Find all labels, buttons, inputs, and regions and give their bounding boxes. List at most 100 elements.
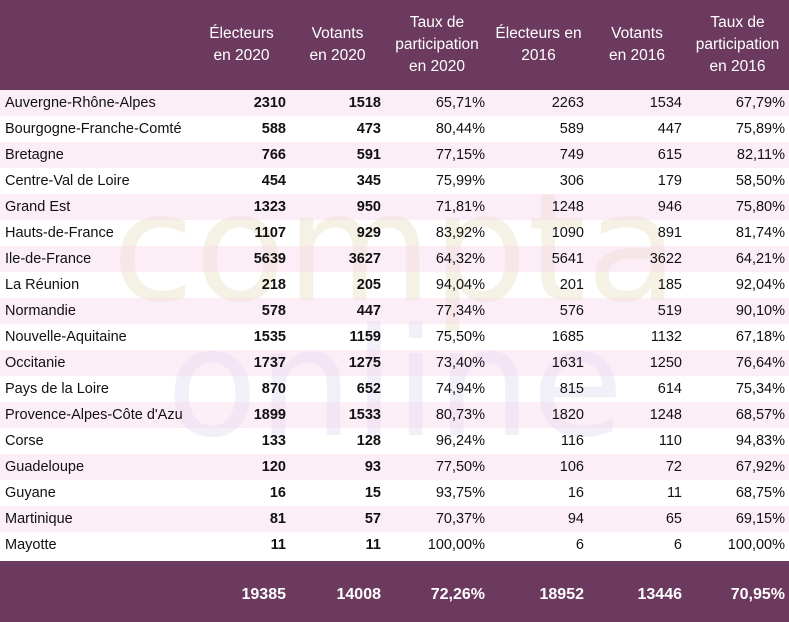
cell-region: Occitanie: [5, 355, 66, 371]
cell-votants-2016: 615: [657, 147, 682, 163]
cell-taux-2016: 90,10%: [735, 303, 785, 319]
cell-taux-2016: 100,00%: [727, 537, 785, 553]
cell-taux-2016: 68,57%: [735, 407, 785, 423]
total-region: [0, 561, 193, 622]
table-row: Corse 133 128 96,24% 116 110 94,83%: [0, 428, 789, 454]
header-votants-2020: Votants en 2020: [309, 25, 366, 64]
cell-region: Auvergne-Rhône-Alpes: [5, 95, 156, 111]
cell-votants-2020: 950: [356, 199, 381, 215]
cell-region: Bourgogne-Franche-Comté: [5, 121, 182, 137]
cell-region: Normandie: [5, 303, 76, 319]
table-row: Guyane 16 15 93,75% 16 11 68,75%: [0, 480, 789, 506]
cell-taux-2020: 77,50%: [435, 459, 485, 475]
cell-taux-2016: 67,18%: [735, 329, 785, 345]
cell-electeurs-2020: 1737: [253, 355, 286, 371]
header-electeurs-2020: Électeurs en 2020: [209, 25, 274, 64]
cell-electeurs-2020: 1535: [253, 329, 286, 345]
cell-votants-2020: 11: [365, 537, 381, 553]
spacer-row: [0, 558, 789, 561]
cell-region: Nouvelle-Aquitaine: [5, 329, 127, 345]
cell-taux-2016: 58,50%: [735, 173, 785, 189]
cell-electeurs-2016: 5641: [551, 251, 584, 267]
cell-electeurs-2016: 749: [559, 147, 584, 163]
cell-votants-2020: 205: [356, 277, 381, 293]
cell-votants-2016: 1132: [650, 329, 682, 345]
header-votants-2016: Votants en 2016: [608, 25, 666, 64]
total-votants-2020: 14008: [336, 585, 382, 603]
cell-electeurs-2016: 576: [559, 303, 584, 319]
cell-votants-2020: 345: [356, 173, 381, 189]
cell-electeurs-2016: 306: [559, 173, 584, 189]
cell-taux-2016: 75,80%: [735, 199, 785, 215]
table-row: Guadeloupe 120 93 77,50% 106 72 67,92%: [0, 454, 789, 480]
cell-votants-2016: 11: [666, 485, 682, 501]
cell-taux-2020: 80,73%: [435, 407, 485, 423]
header-taux-2020: Taux de participation en 2020: [395, 14, 479, 75]
cell-electeurs-2020: 16: [269, 485, 286, 501]
cell-taux-2016: 67,92%: [735, 459, 785, 475]
cell-electeurs-2016: 1631: [551, 355, 584, 371]
table-row: Pays de la Loire 870 652 74,94% 815 614 75,34%: [0, 376, 789, 402]
total-votants-2016: 13446: [637, 585, 683, 603]
table-body: Auvergne-Rhône-Alpes 2310 1518 65,71% 2263 15…: [0, 90, 789, 558]
cell-electeurs-2016: 94: [567, 511, 584, 527]
cell-region: Guadeloupe: [5, 459, 85, 475]
cell-electeurs-2020: 870: [261, 381, 286, 397]
table-row: Bretagne 766 591 77,15% 749 615 82,11%: [0, 142, 789, 168]
cell-votants-2020: 57: [364, 511, 381, 527]
table-row: Normandie 578 447 77,34% 576 519 90,10%: [0, 298, 789, 324]
cell-taux-2020: 73,40%: [435, 355, 485, 371]
table-row: Centre-Val de Loire 454 345 75,99% 306 179 58,…: [0, 168, 789, 194]
cell-taux-2020: 64,32%: [435, 251, 485, 267]
cell-electeurs-2020: 133: [261, 433, 286, 449]
cell-taux-2020: 70,37%: [435, 511, 485, 527]
table-row: Auvergne-Rhône-Alpes 2310 1518 65,71% 2263 15…: [0, 90, 789, 116]
table-row: Occitanie 1737 1275 73,40% 1631 1250 76,64%: [0, 350, 789, 376]
cell-electeurs-2016: 815: [559, 381, 584, 397]
cell-region: Corse: [5, 433, 44, 449]
cell-votants-2016: 946: [657, 199, 682, 215]
cell-votants-2016: 185: [657, 277, 682, 293]
cell-electeurs-2020: 1899: [253, 407, 286, 423]
cell-electeurs-2020: 1107: [254, 225, 286, 241]
cell-votants-2020: 128: [356, 433, 381, 449]
cell-electeurs-2020: 120: [261, 459, 286, 475]
header-electeurs-2016: Électeurs en 2016: [495, 25, 582, 64]
cell-region: Ile-de-France: [5, 251, 92, 267]
cell-votants-2020: 652: [356, 381, 381, 397]
cell-votants-2016: 72: [665, 459, 682, 475]
cell-taux-2020: 80,44%: [435, 121, 485, 137]
cell-votants-2016: 1248: [649, 407, 682, 423]
cell-electeurs-2020: 11: [270, 537, 286, 553]
cell-electeurs-2020: 218: [261, 277, 286, 293]
cell-taux-2020: 77,34%: [435, 303, 485, 319]
cell-electeurs-2020: 588: [261, 121, 286, 137]
cell-region: Guyane: [5, 485, 56, 501]
cell-electeurs-2016: 1248: [551, 199, 584, 215]
cell-taux-2016: 75,34%: [735, 381, 785, 397]
cell-taux-2016: 92,04%: [735, 277, 785, 293]
cell-votants-2020: 447: [356, 303, 381, 319]
cell-region: Grand Est: [5, 199, 71, 215]
cell-taux-2020: 100,00%: [427, 537, 485, 553]
cell-electeurs-2016: 6: [575, 537, 584, 553]
table-row: Nouvelle-Aquitaine 1535 1159 75,50% 1685 1132…: [0, 324, 789, 350]
total-electeurs-2016: 18952: [539, 585, 585, 603]
cell-votants-2020: 473: [356, 121, 381, 137]
cell-votants-2016: 65: [665, 511, 682, 527]
cell-region: Martinique: [5, 511, 73, 527]
cell-electeurs-2020: 5639: [253, 251, 286, 267]
cell-taux-2020: 71,81%: [435, 199, 485, 215]
cell-taux-2016: 75,89%: [735, 121, 785, 137]
cell-taux-2020: 74,94%: [435, 381, 485, 397]
cell-votants-2016: 1250: [649, 355, 682, 371]
cell-region: Centre-Val de Loire: [5, 173, 130, 189]
table-row: Mayotte 11 11 100,00% 6 6 100,00%: [0, 532, 789, 558]
cell-taux-2016: 82,11%: [736, 147, 785, 163]
cell-taux-2020: 65,71%: [435, 95, 485, 111]
cell-votants-2020: 93: [364, 459, 381, 475]
header-region: [0, 0, 193, 90]
cell-electeurs-2016: 589: [559, 121, 584, 137]
